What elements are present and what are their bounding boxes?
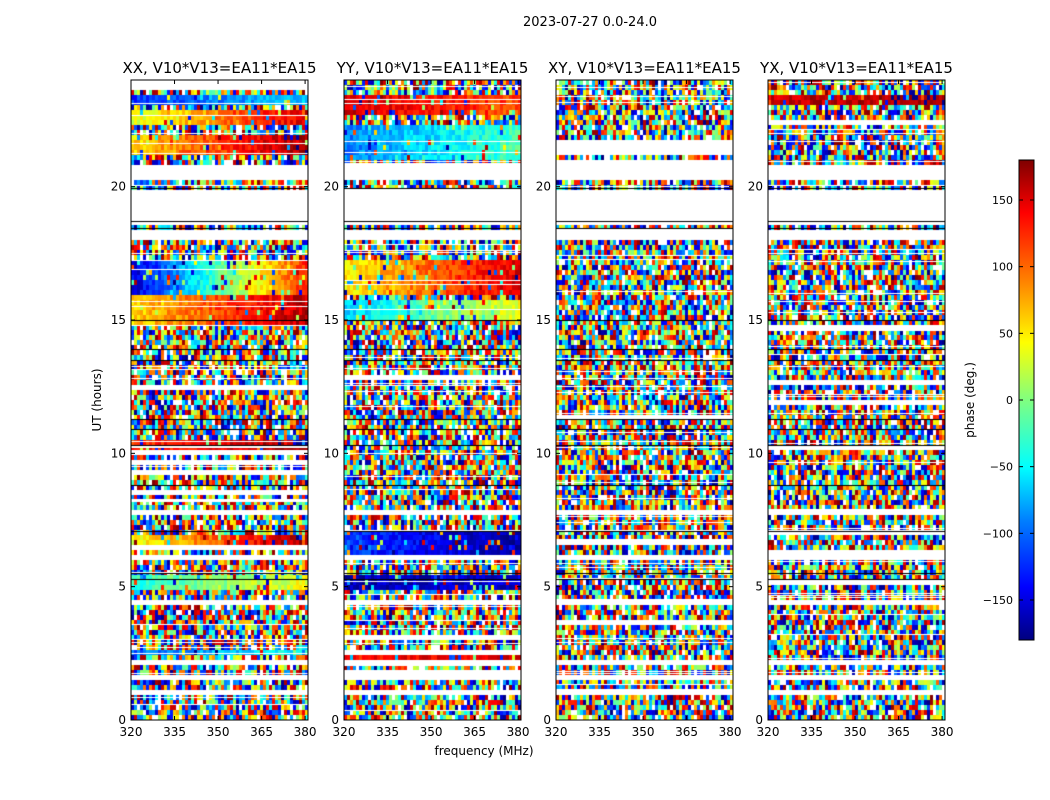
x-axis-label: frequency (MHz) bbox=[434, 744, 533, 758]
y-tick-label: 0 bbox=[755, 713, 763, 727]
colorbar: −150 −100 −50 0 50 100 150 phase (deg.) bbox=[963, 159, 1035, 641]
phase-heatmap bbox=[768, 80, 945, 720]
y-tick-label: 5 bbox=[543, 580, 551, 594]
x-tick-label: 380 bbox=[507, 725, 530, 739]
panel-3: XY, V10*V13=EA11*EA15 320 335 350 365 380 0 5 10… bbox=[536, 59, 742, 739]
x-tick-label: 365 bbox=[675, 725, 698, 739]
x-tick-label: 335 bbox=[163, 725, 186, 739]
colorbar-ticks: −150 −100 −50 0 50 100 150 bbox=[983, 194, 1034, 607]
x-tick-label: 350 bbox=[207, 725, 230, 739]
panel-title: XY, V10*V13=EA11*EA15 bbox=[548, 59, 741, 77]
y-tick-label: 5 bbox=[755, 580, 763, 594]
x-tick-label: 350 bbox=[632, 725, 655, 739]
y-tick-label: 10 bbox=[536, 446, 551, 460]
colorbar-tick-label: 150 bbox=[992, 194, 1013, 207]
y-tick-label: 15 bbox=[324, 313, 339, 327]
y-tick-label: 5 bbox=[118, 580, 126, 594]
x-tick-label: 335 bbox=[800, 725, 823, 739]
y-tick-label: 15 bbox=[536, 313, 551, 327]
y-tick-label: 0 bbox=[543, 713, 551, 727]
colorbar-tick-label: −100 bbox=[983, 527, 1013, 540]
x-tick-label: 320 bbox=[757, 725, 780, 739]
colorbar-label: phase (deg.) bbox=[963, 362, 977, 438]
panel-2: YY, V10*V13=EA11*EA15 320 335 350 365 380 0 5 10… bbox=[324, 59, 530, 739]
figure-title: 2023-07-27 0.0-24.0 bbox=[523, 15, 657, 30]
panel-1: XX, V10*V13=EA11*EA15 320 335 350 365 380 0 5 10… bbox=[111, 59, 317, 739]
y-axis-label: UT (hours) bbox=[90, 368, 104, 431]
x-tick-label: 335 bbox=[588, 725, 611, 739]
x-tick-label: 320 bbox=[545, 725, 568, 739]
x-tick-label: 365 bbox=[887, 725, 910, 739]
y-tick-label: 10 bbox=[324, 446, 339, 460]
y-tick-label: 20 bbox=[748, 180, 763, 194]
x-tick-label: 380 bbox=[719, 725, 742, 739]
phase-heatmap-canvas bbox=[131, 80, 308, 720]
y-tick-label: 20 bbox=[111, 180, 126, 194]
y-tick-label: 20 bbox=[536, 180, 551, 194]
x-tick-label: 380 bbox=[931, 725, 954, 739]
phase-heatmap-canvas bbox=[556, 80, 733, 720]
x-tick-label: 380 bbox=[294, 725, 317, 739]
panel-title: YX, V10*V13=EA11*EA15 bbox=[759, 59, 953, 77]
colorbar-tick-label: 100 bbox=[992, 261, 1013, 274]
y-tick-label: 0 bbox=[118, 713, 126, 727]
colorbar-tick-label: −50 bbox=[990, 461, 1013, 474]
x-tick-label: 320 bbox=[120, 725, 143, 739]
phase-heatmap bbox=[131, 80, 308, 720]
panel-4: YX, V10*V13=EA11*EA15 320 335 350 365 380 0 5 10… bbox=[748, 59, 954, 739]
phase-heatmap-canvas bbox=[768, 80, 945, 720]
panel-group: XX, V10*V13=EA11*EA15 320 335 350 365 380 0 5 10… bbox=[111, 59, 954, 739]
phase-heatmap-canvas bbox=[344, 80, 521, 720]
y-tick-label: 5 bbox=[331, 580, 339, 594]
y-tick-label: 15 bbox=[748, 313, 763, 327]
phase-heatmap bbox=[556, 80, 733, 720]
colorbar-tick-label: 50 bbox=[999, 327, 1013, 340]
x-tick-label: 350 bbox=[844, 725, 867, 739]
x-tick-label: 320 bbox=[333, 725, 356, 739]
colorbar-tick-label: 0 bbox=[1006, 394, 1013, 407]
panel-title: XX, V10*V13=EA11*EA15 bbox=[122, 59, 316, 77]
y-tick-label: 15 bbox=[111, 313, 126, 327]
phase-heatmap bbox=[344, 80, 521, 720]
y-tick-label: 10 bbox=[111, 446, 126, 460]
panel-frame bbox=[555, 79, 734, 721]
panel-frame bbox=[130, 79, 309, 721]
x-tick-label: 365 bbox=[250, 725, 273, 739]
x-tick-label: 350 bbox=[420, 725, 443, 739]
y-tick-label: 10 bbox=[748, 446, 763, 460]
x-tick-label: 335 bbox=[376, 725, 399, 739]
panel-title: YY, V10*V13=EA11*EA15 bbox=[336, 59, 529, 77]
y-tick-label: 0 bbox=[331, 713, 339, 727]
colorbar-tick-label: −150 bbox=[983, 594, 1013, 607]
y-tick-label: 20 bbox=[324, 180, 339, 194]
panel-frame bbox=[343, 79, 522, 721]
panel-frame bbox=[767, 79, 946, 721]
x-tick-label: 365 bbox=[463, 725, 486, 739]
